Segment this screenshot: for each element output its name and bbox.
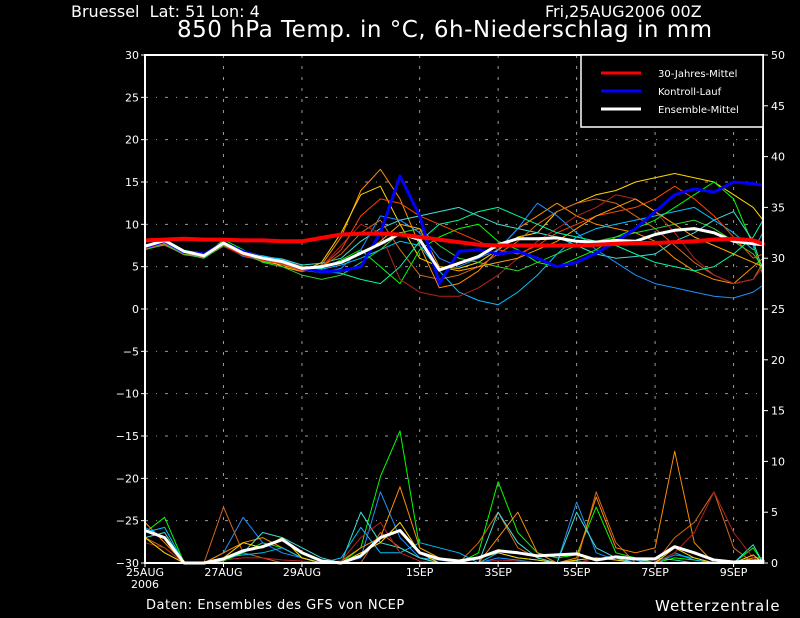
left-tick-label: −5 bbox=[123, 345, 139, 358]
climate-mean-line bbox=[144, 231, 765, 248]
ensemble-mean-line bbox=[144, 227, 764, 272]
right-tick-label: 10 bbox=[771, 455, 785, 468]
right-tick-label: 20 bbox=[771, 354, 785, 367]
left-tick-label: −30 bbox=[116, 557, 139, 570]
legend: 30-Jahres-Mittel Kontroll-Lauf Ensemble-Mi… bbox=[580, 54, 764, 128]
chart-title: 850 hPa Temp. in °C, 6h-Niederschlag in … bbox=[177, 17, 713, 43]
left-tick-label: 10 bbox=[125, 218, 139, 231]
left-tick-label: 5 bbox=[132, 261, 139, 274]
grid-lines bbox=[145, 55, 763, 563]
plot-frame bbox=[144, 54, 764, 564]
right-tick-label: 0 bbox=[771, 557, 778, 570]
legend-label: Kontroll-Lauf bbox=[658, 87, 722, 98]
x-tick-label: 29AUG bbox=[283, 566, 321, 579]
temp-member-line bbox=[144, 206, 764, 285]
left-tick-label: 15 bbox=[125, 176, 139, 189]
legend-label: Ensemble-Mittel bbox=[658, 105, 739, 116]
legend-label: 30-Jahres-Mittel bbox=[658, 69, 737, 80]
x-tick-label: 27AUG bbox=[204, 566, 242, 579]
x-tick-label: 3SEP bbox=[484, 566, 512, 579]
precip-member-line bbox=[144, 450, 764, 564]
left-tick-label: 20 bbox=[125, 134, 139, 147]
x-tick-sublabel: 2006 bbox=[131, 578, 159, 591]
right-tick-label: 25 bbox=[771, 303, 785, 316]
left-tick-label: −10 bbox=[116, 388, 139, 401]
x-tick-label: 9SEP bbox=[720, 566, 748, 579]
left-tick-label: 30 bbox=[125, 49, 139, 62]
left-tick-label: 0 bbox=[132, 303, 139, 316]
left-tick-label: 25 bbox=[125, 91, 139, 104]
x-tick-label: 7SEP bbox=[641, 566, 669, 579]
right-tick-label: 35 bbox=[771, 201, 785, 214]
right-tick-label: 50 bbox=[771, 49, 785, 62]
x-tick-label: 5SEP bbox=[563, 566, 591, 579]
x-tick-label: 1SEP bbox=[406, 566, 434, 579]
data-credit: Daten: Ensembles des GFS von NCEP bbox=[146, 598, 405, 613]
left-tick-label: −20 bbox=[116, 472, 139, 485]
axes: 302520151050−5−10−15−20−25−3050454035302… bbox=[116, 49, 785, 591]
left-tick-label: −25 bbox=[116, 515, 139, 528]
right-tick-label: 45 bbox=[771, 100, 785, 113]
right-tick-label: 15 bbox=[771, 405, 785, 418]
right-tick-label: 30 bbox=[771, 252, 785, 265]
right-tick-label: 40 bbox=[771, 151, 785, 164]
precipitation-series bbox=[144, 430, 765, 565]
station-label: Bruessel Lat: 51 Lon: 4 bbox=[71, 2, 260, 21]
temperature-series bbox=[144, 168, 765, 306]
x-tick-label: 25AUG bbox=[126, 566, 164, 579]
precip-ensemble-mean-line bbox=[144, 529, 765, 565]
run-date-label: Fri,25AUG2006 00Z bbox=[545, 2, 702, 21]
brand-label: Wetterzentrale bbox=[655, 597, 781, 615]
right-tick-label: 5 bbox=[771, 506, 778, 519]
precip-member-line bbox=[144, 491, 764, 564]
left-tick-label: −15 bbox=[116, 430, 139, 443]
